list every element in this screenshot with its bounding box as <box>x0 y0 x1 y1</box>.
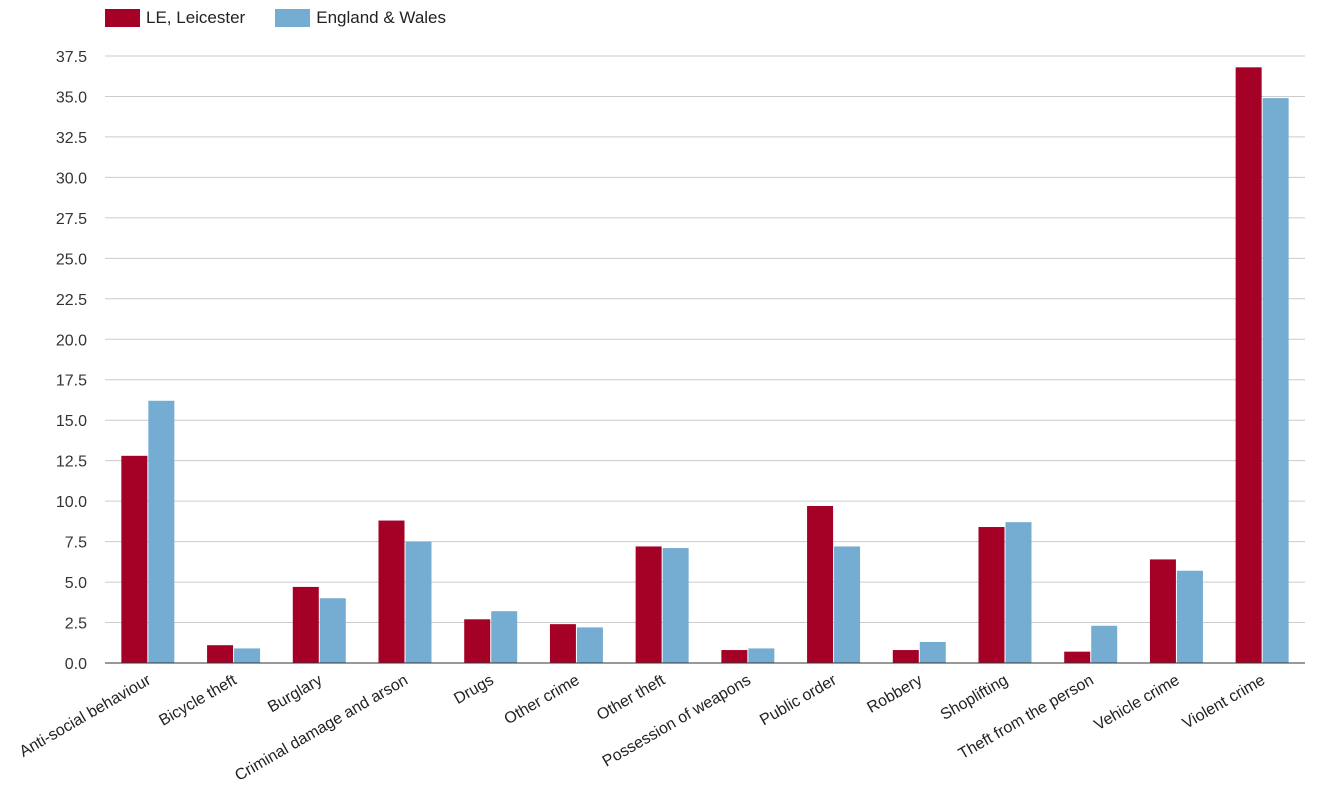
y-tick-label: 12.5 <box>56 454 87 471</box>
bar-england-wales[interactable] <box>491 611 518 663</box>
bar-leicester[interactable] <box>892 650 919 663</box>
legend-swatch-england-wales <box>275 9 311 27</box>
y-tick-label: 30.0 <box>56 170 87 187</box>
y-tick-label: 0.0 <box>65 656 87 673</box>
x-category-label: Bicycle theft <box>156 671 240 729</box>
y-tick-label: 32.5 <box>56 130 87 147</box>
x-category-label: Criminal damage and arson <box>232 672 411 785</box>
bar-leicester[interactable] <box>807 505 834 663</box>
legend-label-england-wales: England & Wales <box>316 8 447 27</box>
y-tick-label: 2.5 <box>65 616 87 633</box>
legend-label-leicester: LE, Leicester <box>146 8 246 27</box>
bar-england-wales[interactable] <box>1176 570 1203 663</box>
bar-england-wales[interactable] <box>319 598 346 663</box>
legend-item-leicester[interactable]: LE, Leicester <box>105 8 245 28</box>
x-category-label: Other theft <box>594 671 668 724</box>
bar-leicester[interactable] <box>292 586 319 663</box>
bar-leicester[interactable] <box>378 520 405 663</box>
bar-england-wales[interactable] <box>1091 625 1118 663</box>
x-category-label: Public order <box>757 671 840 729</box>
bar-leicester[interactable] <box>464 619 491 663</box>
bar-leicester[interactable] <box>207 645 234 663</box>
bars <box>121 67 1289 664</box>
y-tick-label: 15.0 <box>56 413 87 430</box>
x-category-label: Violent crime <box>1180 672 1268 733</box>
gridlines <box>105 55 1305 624</box>
bar-leicester[interactable] <box>1235 67 1262 663</box>
x-category-label: Possession of weapons <box>600 672 754 771</box>
bar-england-wales[interactable] <box>662 548 689 663</box>
bar-leicester[interactable] <box>1064 651 1091 663</box>
bar-england-wales[interactable] <box>834 546 861 663</box>
bar-england-wales[interactable] <box>234 648 261 663</box>
x-category-label: Burglary <box>265 672 325 717</box>
y-tick-label: 25.0 <box>56 251 87 268</box>
bar-leicester[interactable] <box>1149 559 1176 663</box>
bar-leicester[interactable] <box>635 546 662 663</box>
bar-leicester[interactable] <box>721 650 748 663</box>
x-category-label: Anti-social behaviour <box>17 671 155 760</box>
bar-england-wales[interactable] <box>405 541 432 663</box>
bar-england-wales[interactable] <box>919 641 946 663</box>
x-category-label: Other crime <box>502 672 583 729</box>
y-tick-label: 5.0 <box>65 575 87 592</box>
legend-item-england-wales[interactable]: England & Wales <box>275 8 446 28</box>
y-tick-label: 17.5 <box>56 373 87 390</box>
x-axis-labels: Anti-social behaviour Bicycle theft Burgla… <box>17 671 1269 784</box>
bar-leicester[interactable] <box>121 455 148 663</box>
bar-england-wales[interactable] <box>1005 522 1032 663</box>
y-tick-label: 10.0 <box>56 494 87 511</box>
x-category-label: Drugs <box>451 672 496 708</box>
legend-swatch-leicester <box>105 9 140 27</box>
bar-leicester[interactable] <box>549 624 576 663</box>
y-tick-label: 7.5 <box>65 535 87 552</box>
y-tick-label: 35.0 <box>56 89 87 106</box>
y-tick-label: 27.5 <box>56 211 87 228</box>
x-category-label: Robbery <box>864 672 925 717</box>
y-tick-label: 37.5 <box>56 49 87 66</box>
y-tick-label: 22.5 <box>56 292 87 309</box>
x-category-label: Shoplifting <box>938 672 1011 724</box>
bar-england-wales[interactable] <box>1262 98 1289 664</box>
bar-leicester[interactable] <box>978 527 1005 663</box>
y-axis-ticks: 0.0 2.5 5.0 7.5 10.0 12.5 15.0 17.5 20.0 22.5 25.0… <box>56 49 87 673</box>
legend: LE, Leicester England & Wales <box>105 8 476 28</box>
bar-england-wales[interactable] <box>748 648 775 663</box>
bar-england-wales[interactable] <box>576 627 603 663</box>
y-tick-label: 20.0 <box>56 332 87 349</box>
bar-england-wales[interactable] <box>148 400 175 663</box>
x-category-label: Vehicle crime <box>1092 672 1183 734</box>
